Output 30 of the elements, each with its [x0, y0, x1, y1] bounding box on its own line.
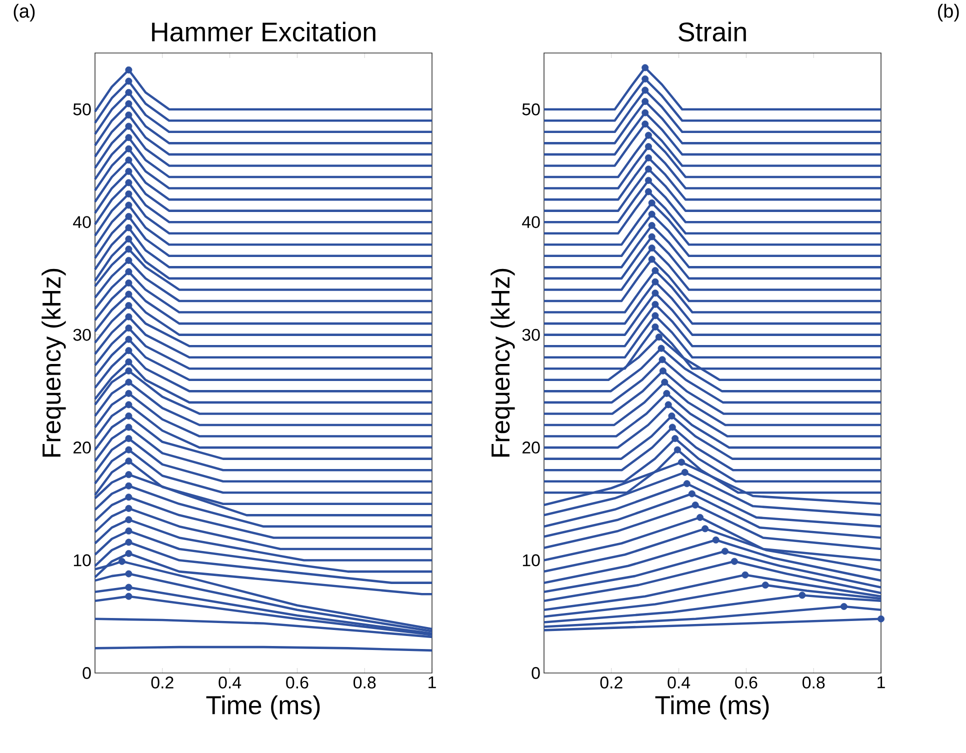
x-tick-label: 0.6 — [286, 676, 308, 689]
x-tick-label: 0.2 — [600, 676, 622, 689]
x-tick-label: 0.4 — [218, 676, 242, 689]
y-tick-label: 20 — [522, 442, 540, 454]
y-tick-label: 0 — [532, 667, 540, 679]
y-tick-label: 50 — [522, 103, 540, 116]
x-axis-title: Time (ms) — [655, 695, 769, 720]
y-tick-label: 50 — [73, 103, 91, 116]
y-tick-label: 30 — [522, 328, 540, 341]
x-tick-label: 0.6 — [735, 676, 758, 689]
x-tick-label: 0.4 — [668, 676, 690, 689]
x-tick-label: 0.8 — [353, 676, 376, 689]
y-tick-label: 10 — [522, 554, 540, 566]
y-axis-title: Frequency (kHz) — [42, 268, 66, 457]
x-tick-label: 0.8 — [802, 676, 825, 689]
y-axis-title: Frequency (kHz) — [490, 268, 515, 457]
y-tick-label: 30 — [73, 328, 91, 341]
y-tick-label: 10 — [74, 554, 91, 566]
text: (a) — [14, 4, 35, 22]
chart-title: Strain — [678, 22, 746, 42]
y-tick-label: 40 — [522, 216, 540, 228]
x-tick-label: 1 — [428, 676, 436, 688]
y-tick-label: 0 — [82, 667, 91, 679]
x-axis-title: Time (ms) — [206, 695, 320, 720]
y-tick-label: 20 — [74, 442, 91, 454]
y-tick-label: 40 — [73, 216, 91, 228]
text: (b) — [938, 4, 959, 22]
x-tick-label: 0.2 — [151, 676, 174, 689]
x-tick-label: 1 — [878, 676, 885, 688]
chart-title: Hammer Excitation — [152, 22, 376, 42]
